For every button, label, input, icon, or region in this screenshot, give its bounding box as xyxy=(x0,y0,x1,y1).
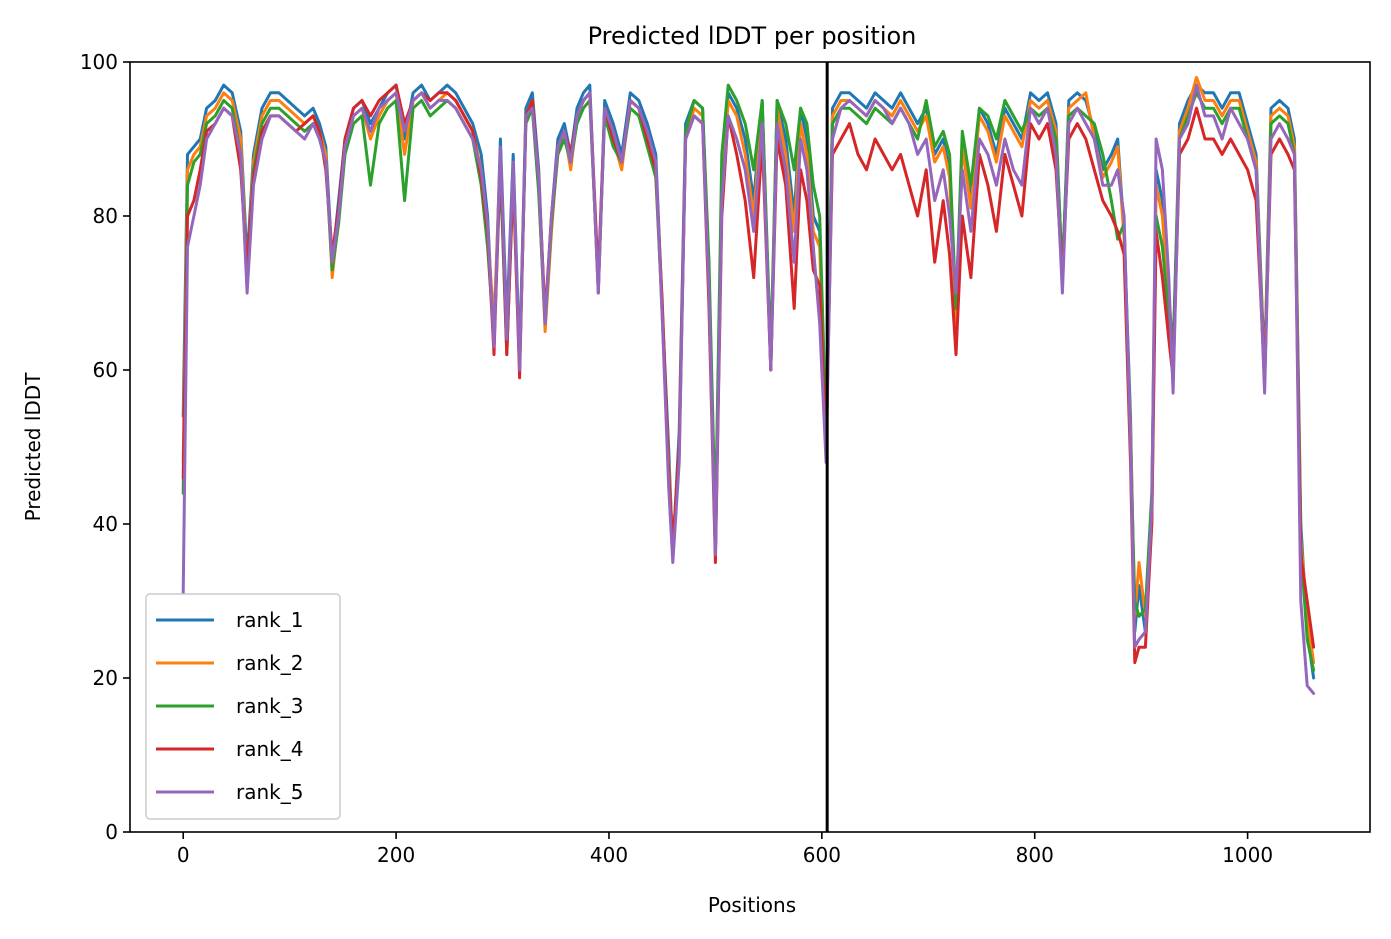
y-tick-label: 40 xyxy=(93,512,118,536)
legend-label-rank_2: rank_2 xyxy=(236,651,303,675)
series-line-rank_5 xyxy=(181,83,1316,695)
plot-frame xyxy=(129,61,1371,833)
x-tick-label: 400 xyxy=(590,843,628,867)
x-axis-title: Positions xyxy=(708,893,796,917)
y-tick-label: 60 xyxy=(93,358,118,382)
x-tick-label: 600 xyxy=(803,843,841,867)
y-tick-label: 20 xyxy=(93,666,118,690)
y-tick-label: 100 xyxy=(80,50,118,74)
legend-label-rank_1: rank_1 xyxy=(236,608,303,632)
y-axis: 0 20 40 60 80 100 xyxy=(80,50,130,844)
x-axis: 0 200 400 600 800 1000 xyxy=(177,832,1273,867)
legend-label-rank_3: rank_3 xyxy=(236,694,303,718)
x-tick-label: 0 xyxy=(177,843,190,867)
legend-label-rank_5: rank_5 xyxy=(236,780,303,804)
y-tick-label: 80 xyxy=(93,204,118,228)
legend-label-rank_4: rank_4 xyxy=(236,737,303,761)
x-tick-label: 800 xyxy=(1016,843,1054,867)
chart-title: Predicted lDDT per position xyxy=(588,22,917,50)
legend-box xyxy=(145,593,341,820)
x-tick-label: 200 xyxy=(377,843,415,867)
plot-area xyxy=(181,62,1316,832)
y-tick-label: 0 xyxy=(105,820,118,844)
legend: rank_1 rank_2 rank_3 rank_4 rank_5 xyxy=(145,593,341,820)
y-axis-title: Predicted lDDT xyxy=(21,372,45,522)
x-tick-label: 1000 xyxy=(1222,843,1273,867)
